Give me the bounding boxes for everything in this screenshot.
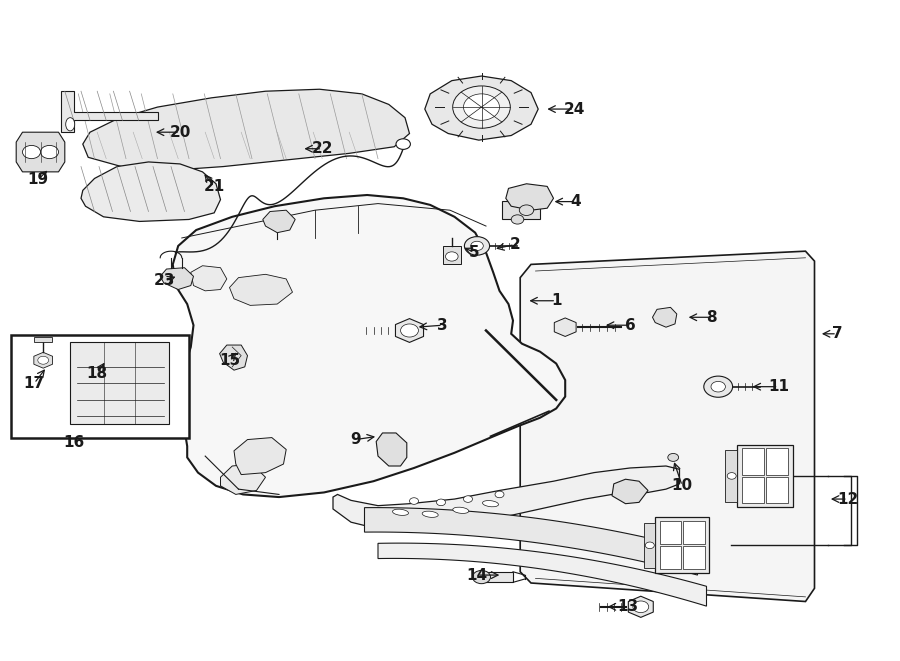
Circle shape: [633, 601, 649, 613]
Circle shape: [711, 381, 725, 392]
Circle shape: [464, 237, 490, 255]
Polygon shape: [628, 596, 653, 617]
Polygon shape: [61, 91, 158, 132]
Text: 10: 10: [671, 479, 693, 493]
Bar: [660, 521, 681, 545]
Polygon shape: [234, 438, 286, 475]
Circle shape: [727, 473, 736, 479]
Text: 20: 20: [169, 125, 191, 139]
Polygon shape: [191, 266, 227, 291]
Text: 22: 22: [311, 141, 333, 156]
Text: 19: 19: [27, 173, 49, 187]
Circle shape: [22, 145, 40, 159]
Text: 24: 24: [563, 102, 585, 116]
Circle shape: [472, 570, 490, 584]
Polygon shape: [378, 543, 706, 606]
Polygon shape: [612, 479, 648, 504]
Polygon shape: [554, 318, 576, 336]
Text: 16: 16: [63, 436, 85, 450]
Circle shape: [495, 491, 504, 498]
Text: 14: 14: [466, 568, 488, 582]
Circle shape: [410, 498, 418, 504]
Circle shape: [645, 542, 654, 549]
Ellipse shape: [422, 511, 438, 518]
Ellipse shape: [392, 509, 409, 516]
Circle shape: [471, 241, 483, 251]
Bar: [502, 201, 540, 219]
Polygon shape: [160, 268, 194, 290]
Circle shape: [704, 376, 733, 397]
Bar: [766, 477, 788, 504]
Polygon shape: [173, 195, 565, 497]
Circle shape: [453, 86, 510, 128]
Text: 21: 21: [203, 179, 225, 194]
Text: 2: 2: [509, 237, 520, 252]
Text: 4: 4: [571, 194, 581, 209]
Bar: [655, 517, 709, 574]
Polygon shape: [70, 342, 169, 424]
Ellipse shape: [453, 507, 469, 514]
Text: 23: 23: [154, 274, 176, 288]
Text: 1: 1: [551, 293, 562, 308]
Polygon shape: [81, 162, 220, 221]
Circle shape: [511, 215, 524, 224]
Bar: [737, 444, 793, 508]
Circle shape: [400, 324, 418, 337]
Bar: [443, 246, 461, 264]
Circle shape: [446, 252, 458, 261]
Text: 17: 17: [23, 376, 45, 391]
Polygon shape: [520, 251, 814, 602]
Circle shape: [519, 205, 534, 215]
Bar: [742, 477, 764, 504]
Polygon shape: [220, 464, 266, 494]
Polygon shape: [425, 76, 538, 140]
Polygon shape: [34, 352, 52, 368]
Polygon shape: [652, 307, 677, 327]
Text: 11: 11: [768, 379, 789, 394]
Text: 5: 5: [469, 245, 480, 260]
Text: 13: 13: [617, 600, 639, 614]
Bar: [34, 337, 52, 342]
Circle shape: [464, 496, 472, 502]
Bar: [683, 546, 705, 570]
Text: 9: 9: [350, 432, 361, 447]
Bar: [742, 448, 764, 475]
Bar: [644, 522, 655, 568]
Polygon shape: [333, 466, 680, 531]
Text: 15: 15: [219, 353, 240, 368]
Polygon shape: [83, 89, 410, 171]
Circle shape: [464, 94, 500, 120]
Polygon shape: [395, 319, 424, 342]
Polygon shape: [230, 274, 292, 305]
Polygon shape: [220, 345, 248, 370]
Text: 3: 3: [437, 318, 448, 332]
Circle shape: [668, 453, 679, 461]
Circle shape: [396, 139, 410, 149]
Bar: [660, 546, 681, 570]
Polygon shape: [263, 210, 295, 233]
Bar: [725, 449, 737, 502]
Bar: [11, 335, 189, 438]
Circle shape: [40, 145, 58, 159]
Ellipse shape: [66, 118, 75, 131]
Bar: [766, 448, 788, 475]
Polygon shape: [506, 184, 554, 210]
Text: 18: 18: [86, 366, 108, 381]
Text: 12: 12: [837, 492, 859, 506]
Polygon shape: [16, 132, 65, 172]
Circle shape: [436, 499, 446, 506]
Text: 8: 8: [706, 310, 716, 325]
Text: 6: 6: [625, 318, 635, 332]
Bar: [482, 572, 513, 582]
Polygon shape: [376, 433, 407, 466]
Text: 7: 7: [832, 327, 842, 341]
Polygon shape: [364, 508, 698, 575]
Circle shape: [38, 356, 49, 364]
Ellipse shape: [482, 500, 499, 507]
Bar: [683, 521, 705, 545]
